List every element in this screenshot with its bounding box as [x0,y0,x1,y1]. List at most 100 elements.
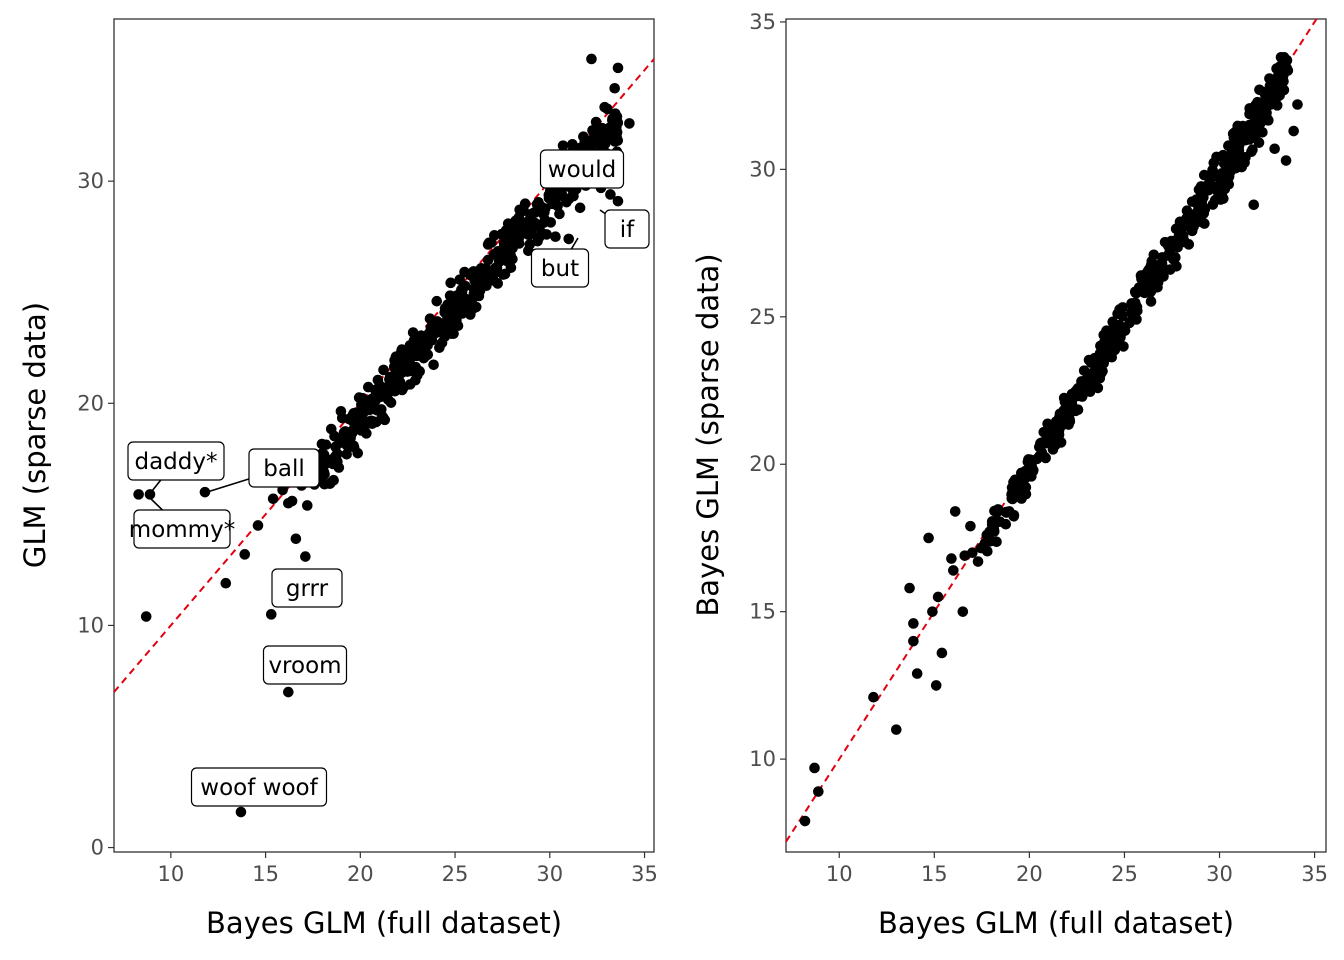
left-point-labels: would if but daddy* ball mommy* grrr vroom woof … [127,149,650,807]
data-point [1264,80,1276,92]
data-point [1047,444,1059,455]
data-point [441,306,452,318]
data-point [1248,130,1259,142]
data-point [549,198,561,210]
data-point [483,237,495,249]
x-tick-label: 10 [826,862,853,886]
data-point [1223,154,1234,165]
data-point [325,423,337,435]
data-point [316,438,328,450]
data-point [133,489,144,500]
data-point [991,506,1002,518]
point-label-text: if [620,217,635,243]
point-label: ball [248,448,320,488]
data-point [1233,139,1245,150]
data-point [1148,249,1160,261]
data-point [509,238,521,249]
data-point [290,533,302,545]
data-point [428,359,439,371]
point-label: grrr [271,568,343,608]
data-point [597,133,608,145]
data-point [556,187,567,198]
point-label-box [530,248,590,288]
data-point [1089,352,1100,364]
data-point [1215,194,1227,205]
data-point [1249,122,1261,134]
data-point [407,327,419,338]
y-tick-label: 30 [749,157,776,181]
x-tick-label: 35 [1301,862,1328,886]
data-point [1114,304,1125,315]
right-axis-ticks: 10 15 20 25 30 35 10 15 20 25 30 35 [749,10,1328,886]
data-point [418,334,430,346]
left-x-axis-title: Bayes GLM (full dataset) [206,906,562,940]
data-point [957,606,969,617]
y-tick-label: 25 [749,305,776,329]
data-point [1281,62,1292,74]
data-point [494,256,505,267]
data-point [411,370,423,381]
data-point [1234,127,1246,139]
data-point [456,308,468,319]
data-point [948,565,959,576]
data-point [991,536,1002,548]
data-point [396,384,408,396]
data-point [372,374,384,386]
data-point [1127,301,1139,312]
reference-line-y-equals-x [113,58,655,693]
data-point [361,418,372,430]
data-point [890,724,902,735]
point-label: vroom [262,645,348,685]
x-tick-label: 20 [1016,862,1043,886]
x-tick-label: 15 [921,862,948,886]
data-point [370,384,381,396]
data-point [346,427,358,439]
data-point [911,668,923,679]
data-point [1259,99,1271,110]
data-point [436,337,448,348]
data-point [799,815,811,827]
data-point [550,231,561,242]
data-point [1016,475,1028,487]
point-label: if [604,209,650,249]
y-tick-label: 20 [749,452,776,476]
data-point [1254,84,1265,96]
data-point [453,298,465,310]
right-scatter-panel: 10 15 20 25 30 35 10 15 20 25 30 35 Bayes GLM (full… [691,10,1328,940]
data-point [813,786,824,797]
data-point [1060,405,1072,416]
point-label-text: would [548,157,616,183]
data-point [1195,181,1207,192]
data-point [220,577,232,589]
data-point [809,762,820,774]
data-point [451,290,463,301]
data-point [361,428,372,439]
data-point [502,256,514,267]
point-label: would [539,149,625,189]
data-point [1288,125,1299,137]
data-point [1162,250,1174,261]
point-label-text: ball [263,456,304,482]
point-label-box [248,448,320,488]
data-point [454,274,466,285]
data-point [1183,215,1195,227]
y-tick-label: 20 [77,391,104,415]
data-point [936,647,948,659]
data-point [538,204,549,215]
data-point [949,506,961,517]
point-label: daddy* [127,441,225,481]
data-point [1141,272,1153,283]
data-point [908,618,919,629]
x-tick-label: 35 [631,862,658,886]
point-label-box [604,209,650,249]
data-point [513,212,525,223]
data-point [489,230,500,241]
data-point [488,275,499,286]
data-point [1022,456,1034,468]
data-point [1064,416,1076,427]
data-point [563,233,575,245]
data-point [431,295,443,307]
data-point [1164,264,1176,275]
data-point [967,547,978,559]
